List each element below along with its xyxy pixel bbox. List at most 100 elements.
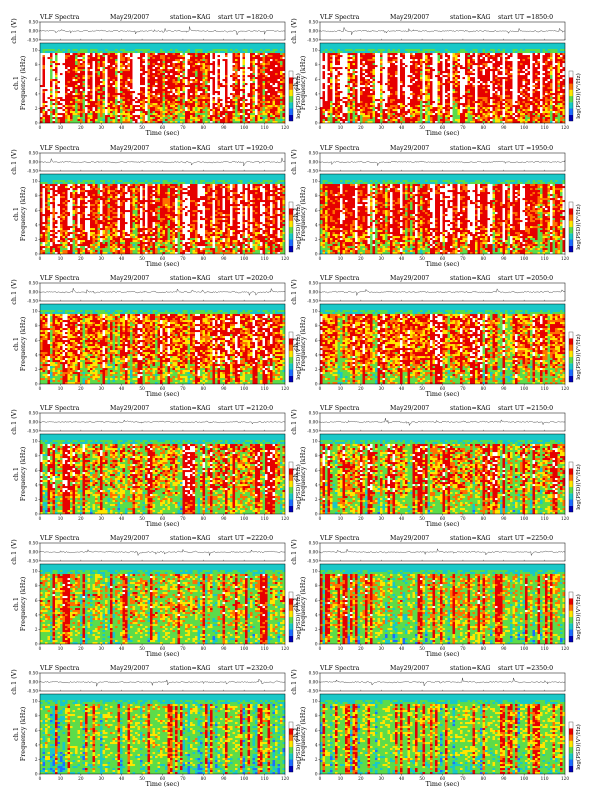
spectrogram-cell <box>162 55 166 58</box>
spectrogram-cell <box>217 91 221 94</box>
spectrogram-cell <box>110 55 113 58</box>
spectrogram-cell <box>397 111 401 114</box>
spectrogram-cell <box>177 43 181 46</box>
spectrogram-cell <box>52 69 56 72</box>
spectrogram-cell <box>67 69 71 72</box>
spectrogram-cell <box>227 95 231 98</box>
spectrogram-cell <box>235 73 238 76</box>
spectrogram-cell <box>392 47 396 50</box>
spectrogram-cell <box>347 55 351 58</box>
spectrogram-cell <box>187 87 191 90</box>
spectrogram-cell <box>80 93 83 96</box>
spectrogram-cell <box>50 45 53 48</box>
spectrogram-cell <box>275 67 278 70</box>
spectrogram-cell <box>100 105 103 108</box>
spectrogram-cell <box>390 75 393 78</box>
spectrogram-cell <box>270 67 273 70</box>
spectrogram-cell <box>340 113 343 116</box>
spectrogram-cell <box>62 47 66 50</box>
spectrogram-cell <box>145 87 148 90</box>
spectrogram-cell <box>350 89 353 92</box>
spectrogram-cell <box>42 103 46 106</box>
spectrogram-cell <box>387 85 391 88</box>
spectrogram-cell <box>277 59 281 62</box>
spectrogram-cell <box>145 95 148 98</box>
spectrogram-cell <box>62 85 66 88</box>
spectrogram-cell <box>235 47 238 50</box>
spectrogram-cell <box>82 77 86 80</box>
spectrogram-cell <box>225 69 228 72</box>
spectrogram-cell <box>45 67 48 70</box>
spectrogram-cell <box>145 81 148 84</box>
spectrogram-cell <box>130 95 133 98</box>
spectrogram-cell <box>200 55 203 58</box>
spectrogram-cell <box>220 63 223 66</box>
spectrogram-cell <box>355 111 358 114</box>
spectrogram-cell <box>412 89 416 92</box>
spectrogram-cell <box>192 75 196 78</box>
spectrogram-cell <box>227 79 231 82</box>
spectrogram-cell <box>122 95 126 98</box>
spectrogram-cell <box>70 71 73 74</box>
spectrogram-cell <box>350 121 353 124</box>
spectrogram-cell <box>137 93 141 96</box>
spectrogram-cell <box>235 55 238 58</box>
spectrogram-cell <box>47 77 51 80</box>
spectrogram-cell <box>410 55 413 58</box>
spectrogram-cell <box>372 43 376 46</box>
spectrogram-cell <box>392 87 396 90</box>
spectrogram-cell <box>325 77 328 80</box>
spectrogram-cell <box>85 99 88 102</box>
spectrogram-cell <box>405 79 408 82</box>
spectrogram-cell <box>240 57 243 60</box>
spectrogram-cell <box>110 65 113 68</box>
spectrogram-cell <box>132 67 136 70</box>
spectrogram-cell <box>172 79 176 82</box>
spectrogram-cell <box>132 63 136 66</box>
spectrogram-cell <box>272 99 276 102</box>
spectrogram-cell <box>127 101 131 104</box>
spectrogram-cell <box>240 85 243 88</box>
spectrogram-cell <box>152 75 156 78</box>
spectrogram-cell <box>412 117 416 120</box>
spectrogram-cell <box>245 115 248 118</box>
spectrogram-cell <box>217 103 221 106</box>
spectrogram-cell <box>335 89 338 92</box>
spectrogram-cell <box>322 47 326 50</box>
spectrogram-cell <box>142 89 146 92</box>
spectrogram-cell <box>382 119 386 122</box>
spectrogram-cell <box>142 111 146 114</box>
spectrogram-cell <box>410 45 413 48</box>
spectrogram-cell <box>357 51 361 54</box>
spectrogram-cell <box>335 57 338 60</box>
spectrogram-cell <box>67 117 71 120</box>
spectrogram-cell <box>340 67 343 70</box>
spectrogram-cell <box>62 59 66 62</box>
spectrogram-cell <box>45 91 48 94</box>
spectrogram-cell <box>365 103 368 106</box>
spectrogram-cell <box>340 91 343 94</box>
spectrogram-cell <box>262 97 266 100</box>
spectrogram-cell <box>172 97 176 100</box>
spectrogram-cell <box>380 53 383 56</box>
spectrogram-cell <box>397 85 401 88</box>
spectrogram-cell <box>107 69 111 72</box>
spectrogram-cell <box>182 63 186 66</box>
spectrogram-cell <box>110 117 113 120</box>
spectrogram-cell <box>237 49 241 52</box>
spectrogram-cell <box>397 61 401 64</box>
spectrogram-cell <box>407 111 411 114</box>
spectrogram-cell <box>252 71 256 74</box>
spectrogram-cell <box>210 91 213 94</box>
spectrogram-cell <box>352 57 356 60</box>
spectrogram-cell <box>102 91 106 94</box>
spectrogram-cell <box>47 113 51 116</box>
spectrogram-cell <box>175 89 178 92</box>
spectrogram-cell <box>112 101 116 104</box>
spectrogram-cell <box>325 61 328 64</box>
spectrogram-cell <box>67 83 71 86</box>
spectrogram-cell <box>222 107 226 110</box>
spectrogram-cell <box>180 117 183 120</box>
spectrogram-cell <box>392 61 396 64</box>
spectrogram-cell <box>125 43 128 46</box>
